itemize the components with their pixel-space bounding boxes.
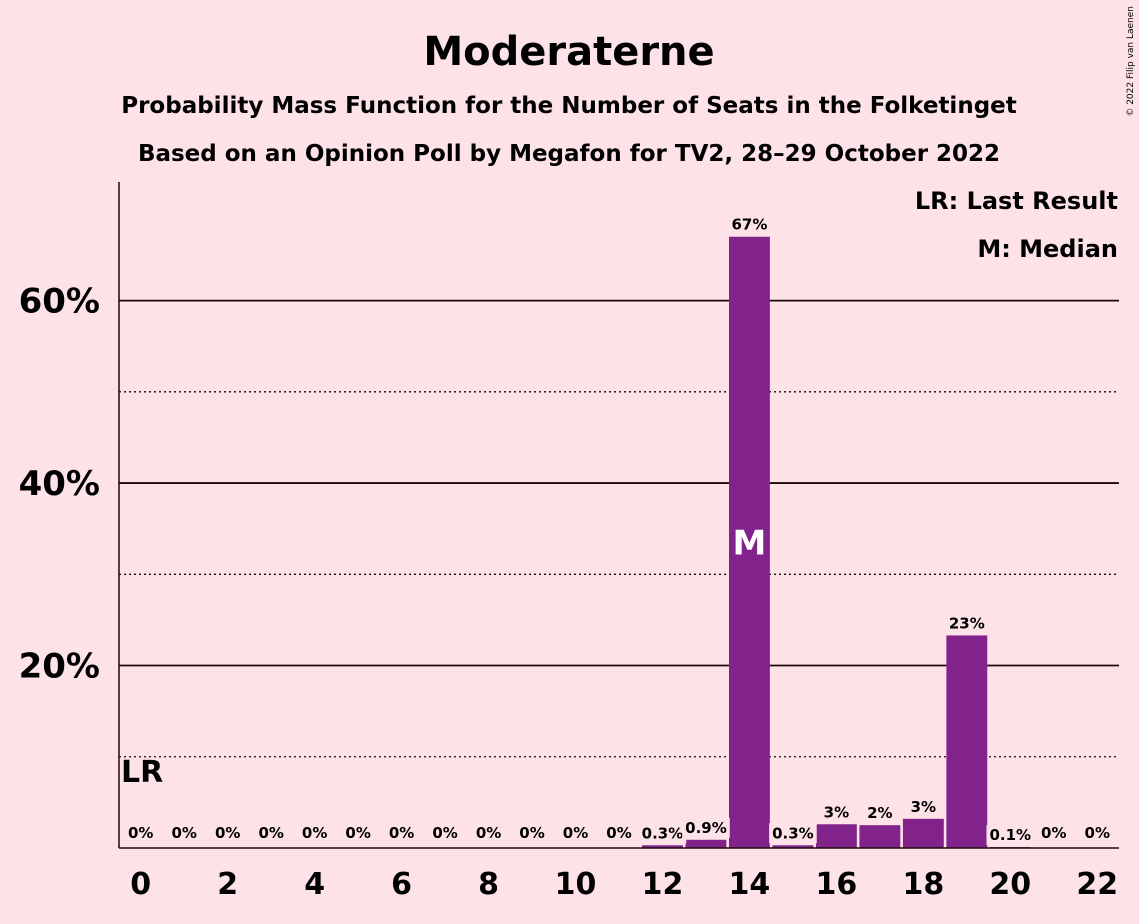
- x-tick-label: 14: [729, 867, 771, 902]
- bar-label-background: [168, 823, 200, 843]
- bar-label-background: [769, 823, 817, 844]
- bar-label-background: [255, 823, 287, 843]
- bar-label-background: [342, 823, 374, 843]
- x-tick-labels: 0 2 4 6 8 10 12 14 16 18 20 22: [130, 867, 1118, 902]
- bar-seats-17: [859, 825, 901, 848]
- x-tick-label: 4: [304, 867, 325, 902]
- bar-value-label: 0%: [563, 824, 588, 842]
- bar-label-background: [907, 796, 940, 817]
- y-tick-label: 60%: [19, 282, 100, 322]
- x-tick-label: 10: [555, 867, 597, 902]
- grid: [119, 299, 1119, 758]
- bar-seats-19: [946, 635, 988, 848]
- bar-value-label: 0.1%: [989, 826, 1031, 844]
- x-tick-label: 20: [989, 867, 1031, 902]
- bar-label-background: [638, 823, 687, 844]
- bar-value-label: 0%: [128, 824, 153, 842]
- bars: [642, 236, 1031, 848]
- bar-value-label: 67%: [731, 216, 767, 234]
- bar-value-label: 0%: [1041, 824, 1066, 842]
- x-tick-label: 12: [642, 867, 684, 902]
- bar-label-background: [945, 613, 988, 634]
- bar-seats-12: [642, 845, 683, 848]
- last-result-marker: LR: [121, 755, 163, 790]
- bar-value-label: 0%: [345, 824, 370, 842]
- bar-label-background: [682, 817, 730, 838]
- bar-value-label: 0.3%: [642, 824, 684, 842]
- bar-label-background: [429, 823, 461, 843]
- chart-subtitle-1: Probability Mass Function for the Number…: [121, 93, 1017, 119]
- bar-value-label: 2%: [867, 804, 892, 822]
- bar-label-background: [820, 802, 853, 823]
- chart-subtitle-2: Based on an Opinion Poll by Megafon for …: [138, 141, 1000, 167]
- x-tick-label: 2: [217, 867, 238, 902]
- bar-value-label: 0.9%: [685, 819, 727, 837]
- bar-label-background: [472, 823, 505, 843]
- x-tick-label: 8: [478, 867, 499, 902]
- bar-label-background: [1038, 823, 1070, 843]
- bar-value-label: 0%: [215, 824, 240, 842]
- copyright: © 2022 Filip van Laenen: [1126, 6, 1136, 117]
- bar-labels: 0% 0% 0% 0% 0% 0% 0% 0% 0% 0% 0% 0% 0.3% 0.9%67%0.3%3…: [125, 214, 1113, 846]
- bar-label-background: [864, 803, 896, 824]
- bar-label-background: [516, 823, 548, 843]
- bar-label-background: [125, 823, 157, 843]
- legend-median: M: Median: [977, 235, 1118, 263]
- y-tick-label: 20%: [19, 647, 100, 687]
- bar-label-background: [986, 825, 1035, 846]
- bar-value-label: 3%: [824, 803, 849, 821]
- bar-value-label: 0%: [606, 824, 631, 842]
- bar-value-label: 0.3%: [772, 824, 814, 842]
- bar-label-background: [559, 823, 592, 843]
- bar-label-background: [603, 823, 635, 843]
- bar-value-label: 3%: [911, 798, 936, 816]
- bar-seats-16: [815, 824, 857, 848]
- x-tick-label: 18: [902, 867, 944, 902]
- y-tick-labels: 20% 40% 60%: [19, 282, 100, 687]
- bar-label-background: [385, 823, 418, 843]
- bar-value-label: 0%: [302, 824, 327, 842]
- bar-label-background: [728, 214, 771, 235]
- bar-seats-18: [902, 818, 944, 848]
- bar-label-background: [211, 823, 244, 843]
- bar-label-background: [1081, 823, 1113, 843]
- x-tick-label: 16: [816, 867, 858, 902]
- bar-value-label: 0%: [476, 824, 501, 842]
- bar-label-background: [298, 823, 331, 843]
- bar-value-label: 0%: [389, 824, 414, 842]
- median-marker: M: [733, 523, 767, 563]
- x-tick-label: 6: [391, 867, 412, 902]
- chart-title: Moderaterne: [423, 29, 714, 75]
- bar-value-label: 23%: [949, 614, 985, 632]
- bar-seats-13: [685, 839, 727, 848]
- bar-seats-14: [729, 236, 770, 848]
- legend-last-result: LR: Last Result: [915, 187, 1118, 215]
- bar-seats-15: [772, 845, 814, 848]
- bar-value-label: 0%: [258, 824, 283, 842]
- x-tick-label: 0: [130, 867, 151, 902]
- bar-value-label: 0%: [171, 824, 196, 842]
- x-tick-label: 22: [1076, 867, 1118, 902]
- y-tick-label: 40%: [19, 464, 100, 504]
- bar-value-label: 0%: [519, 824, 544, 842]
- bar-value-label: 0%: [1085, 824, 1110, 842]
- bar-value-label: 0%: [432, 824, 457, 842]
